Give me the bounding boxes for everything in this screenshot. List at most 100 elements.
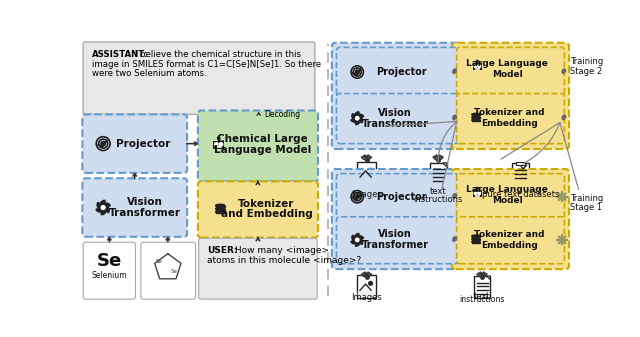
- Bar: [216, 206, 225, 207]
- Polygon shape: [452, 237, 456, 241]
- Circle shape: [220, 143, 223, 146]
- Text: Embedding: Embedding: [481, 119, 538, 128]
- Circle shape: [369, 168, 372, 172]
- Text: Projector: Projector: [376, 192, 426, 202]
- Circle shape: [355, 70, 359, 74]
- Text: Embedding: Embedding: [481, 241, 538, 250]
- FancyBboxPatch shape: [452, 169, 569, 269]
- Circle shape: [101, 142, 105, 146]
- Polygon shape: [562, 115, 566, 120]
- Circle shape: [356, 238, 359, 242]
- Circle shape: [218, 137, 220, 140]
- Text: image in SMILES format is C1=C[Se]N[Se]1. So there: image in SMILES format is C1=C[Se]N[Se]1…: [92, 60, 321, 69]
- Bar: [512, 163, 529, 184]
- Text: were two Selenium atoms.: were two Selenium atoms.: [92, 69, 207, 78]
- Wedge shape: [352, 114, 356, 120]
- Ellipse shape: [472, 241, 480, 243]
- FancyBboxPatch shape: [83, 178, 187, 237]
- Circle shape: [476, 60, 478, 62]
- Text: text: text: [430, 187, 447, 196]
- Text: USER:: USER:: [207, 246, 237, 255]
- Text: Se: Se: [171, 269, 177, 274]
- FancyBboxPatch shape: [337, 174, 458, 220]
- Text: instructions: instructions: [413, 194, 463, 204]
- Text: Stage 1: Stage 1: [570, 203, 602, 212]
- Bar: [472, 236, 480, 237]
- Bar: [472, 120, 480, 121]
- FancyBboxPatch shape: [452, 43, 569, 149]
- FancyBboxPatch shape: [332, 169, 461, 269]
- Polygon shape: [486, 276, 490, 280]
- Polygon shape: [452, 69, 456, 73]
- Wedge shape: [355, 234, 359, 240]
- Text: Se: Se: [97, 252, 122, 270]
- Text: Vision: Vision: [378, 229, 412, 240]
- FancyBboxPatch shape: [198, 238, 317, 299]
- Text: Large Language: Large Language: [467, 59, 548, 68]
- Wedge shape: [100, 200, 105, 207]
- Circle shape: [101, 206, 105, 210]
- Text: instructions: instructions: [460, 296, 505, 304]
- FancyBboxPatch shape: [198, 111, 318, 181]
- Circle shape: [478, 65, 481, 67]
- Wedge shape: [355, 112, 359, 118]
- Text: Language Model: Language Model: [214, 145, 311, 155]
- Wedge shape: [104, 206, 109, 213]
- Bar: [357, 275, 376, 298]
- FancyBboxPatch shape: [332, 43, 461, 149]
- Circle shape: [214, 143, 218, 146]
- FancyBboxPatch shape: [83, 242, 136, 299]
- Circle shape: [369, 281, 372, 285]
- Text: Selenium: Selenium: [92, 271, 127, 280]
- FancyBboxPatch shape: [456, 217, 564, 264]
- Text: Model: Model: [492, 196, 523, 205]
- Ellipse shape: [472, 119, 480, 121]
- Circle shape: [474, 192, 477, 194]
- Wedge shape: [352, 235, 356, 242]
- Text: Images: Images: [351, 293, 382, 302]
- Text: Vision: Vision: [127, 197, 163, 207]
- Wedge shape: [358, 238, 363, 245]
- Polygon shape: [562, 69, 566, 73]
- Text: Model: Model: [492, 70, 523, 79]
- Ellipse shape: [472, 116, 480, 118]
- Wedge shape: [101, 208, 106, 215]
- Bar: [213, 141, 225, 149]
- Circle shape: [474, 65, 477, 67]
- Bar: [473, 63, 482, 70]
- Text: Decoding: Decoding: [264, 110, 300, 119]
- FancyBboxPatch shape: [456, 174, 564, 220]
- Text: I believe the chemical structure in this: I believe the chemical structure in this: [132, 51, 301, 59]
- Polygon shape: [452, 115, 456, 120]
- Ellipse shape: [216, 211, 225, 213]
- Wedge shape: [97, 202, 102, 209]
- Wedge shape: [351, 118, 358, 122]
- Text: Large Language: Large Language: [467, 185, 548, 194]
- Bar: [357, 162, 376, 185]
- FancyBboxPatch shape: [337, 217, 458, 264]
- Text: Chemical Large: Chemical Large: [217, 134, 308, 144]
- Bar: [516, 162, 525, 165]
- FancyBboxPatch shape: [456, 48, 564, 97]
- Wedge shape: [351, 240, 358, 244]
- Circle shape: [478, 192, 481, 194]
- Text: Training: Training: [570, 194, 603, 203]
- Ellipse shape: [472, 235, 480, 237]
- Wedge shape: [102, 203, 110, 208]
- Ellipse shape: [472, 238, 480, 240]
- Circle shape: [356, 117, 359, 120]
- Text: pure text datasets: pure text datasets: [482, 190, 559, 199]
- Bar: [472, 239, 480, 240]
- Wedge shape: [356, 114, 364, 118]
- Wedge shape: [356, 236, 364, 240]
- FancyBboxPatch shape: [198, 181, 318, 238]
- Text: Training: Training: [570, 58, 603, 66]
- Text: Transformer: Transformer: [362, 119, 429, 129]
- Text: and Embedding: and Embedding: [221, 210, 312, 219]
- Wedge shape: [358, 117, 363, 123]
- FancyBboxPatch shape: [337, 94, 458, 144]
- Wedge shape: [356, 118, 360, 125]
- Text: ASSISTANT:: ASSISTANT:: [92, 51, 148, 59]
- Text: Tokenizer and: Tokenizer and: [474, 230, 545, 239]
- Text: Tokenizer and: Tokenizer and: [474, 108, 545, 117]
